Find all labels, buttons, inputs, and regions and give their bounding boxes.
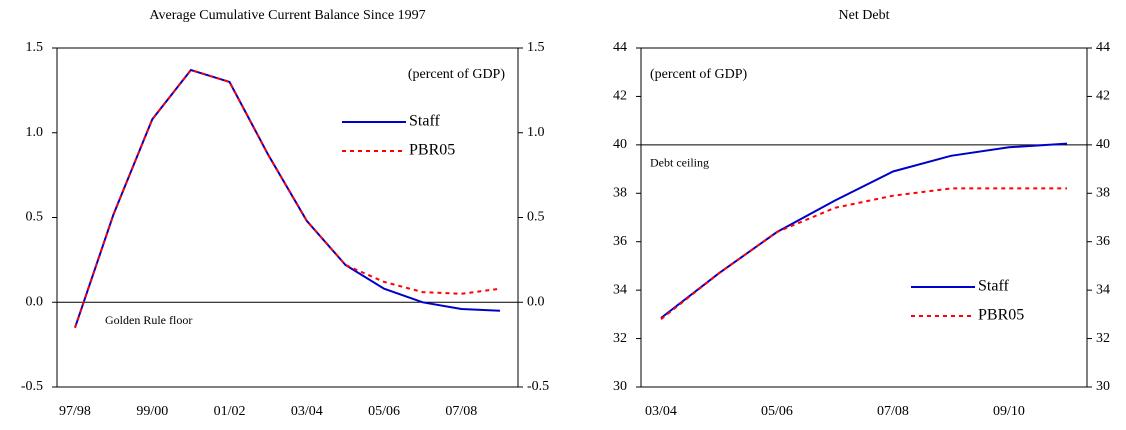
- x-tick-label: 09/10: [993, 404, 1025, 419]
- y-tick-label: 38: [613, 186, 627, 201]
- legend-label: PBR05: [409, 142, 455, 159]
- x-tick-label: 05/06: [761, 404, 793, 419]
- x-tick-label: 01/02: [214, 404, 246, 419]
- y2-tick-label: 0.0: [527, 294, 545, 309]
- x-tick-label: 07/08: [877, 404, 909, 419]
- y2-tick-label: 42: [1096, 89, 1110, 104]
- y-tick-label: 1.5: [26, 40, 44, 55]
- x-tick-label: 97/98: [59, 404, 91, 419]
- series-line: [74, 68, 501, 329]
- y2-tick-label: 44: [1096, 40, 1110, 55]
- x-tick-label: 99/00: [136, 404, 168, 419]
- y2-tick-label: 32: [1096, 331, 1110, 346]
- y2-tick-label: 0.5: [527, 210, 545, 225]
- y2-tick-label: 1.5: [527, 40, 545, 55]
- y-tick-label: 40: [613, 137, 627, 152]
- y-tick-label: 30: [613, 379, 627, 394]
- legend-label: Staff: [978, 278, 1009, 295]
- y-tick-label: 32: [613, 331, 627, 346]
- y2-tick-label: 30: [1096, 379, 1110, 394]
- y2-tick-label: 36: [1096, 234, 1110, 249]
- y2-tick-label: 38: [1096, 186, 1110, 201]
- series-line: [660, 187, 1067, 320]
- y2-tick-label: 34: [1096, 282, 1110, 297]
- annotation: (percent of GDP): [408, 67, 506, 82]
- reference-label: Golden Rule floor: [105, 313, 192, 327]
- x-tick-label: 07/08: [445, 404, 477, 419]
- y2-tick-label: -0.5: [527, 379, 549, 394]
- y-tick-label: 44: [613, 40, 627, 55]
- chart-title: Average Cumulative Current Balance Since…: [149, 8, 425, 23]
- y-tick-label: 36: [613, 234, 627, 249]
- reference-label: Debt ceiling: [650, 156, 709, 170]
- plot-frame: [640, 47, 1088, 388]
- x-tick-label: 03/04: [291, 404, 323, 419]
- series-line: [660, 142, 1068, 319]
- chart-title: Net Debt: [839, 8, 890, 23]
- series-line: [74, 68, 501, 329]
- y2-tick-label: 40: [1096, 137, 1110, 152]
- y-tick-label: 0.0: [26, 294, 44, 309]
- y-tick-label: 1.0: [26, 125, 44, 140]
- annotation: (percent of GDP): [650, 67, 748, 82]
- y-tick-label: 42: [613, 89, 627, 104]
- plot-frame: [56, 47, 519, 388]
- y2-tick-label: 1.0: [527, 125, 545, 140]
- y-tick-label: 0.5: [26, 210, 44, 225]
- legend-label: Staff: [409, 113, 440, 130]
- y-tick-label: -0.5: [21, 379, 43, 394]
- legend-label: PBR05: [978, 307, 1024, 324]
- x-tick-label: 03/04: [645, 404, 677, 419]
- x-tick-label: 05/06: [368, 404, 400, 419]
- y-tick-label: 34: [613, 282, 627, 297]
